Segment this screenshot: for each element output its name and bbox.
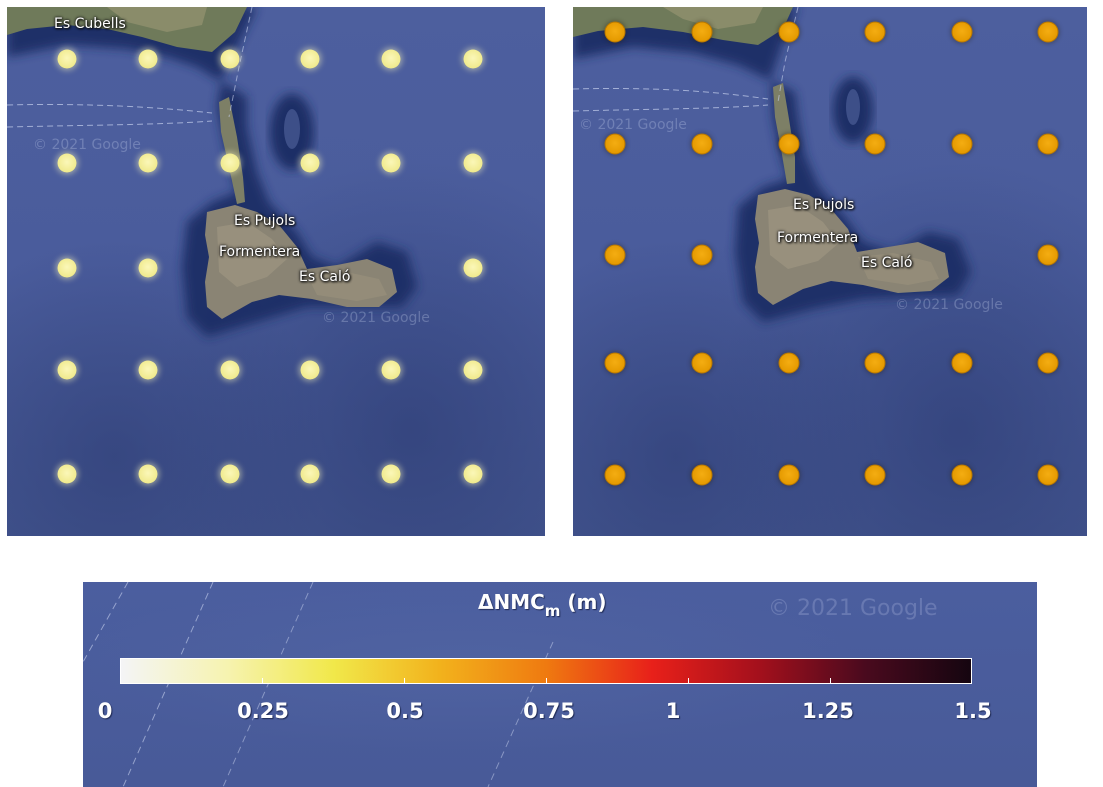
data-point-marker[interactable]: [300, 464, 320, 484]
colorbar-tick-label: 1: [665, 699, 681, 723]
legend-title-unit: (m): [567, 590, 607, 614]
map-watermark: © 2021 Google: [579, 117, 687, 133]
data-point-marker[interactable]: [300, 360, 320, 380]
label-es-cubells: Es Cubells: [54, 16, 126, 32]
colorbar-tick-label: 0: [97, 699, 113, 723]
label-formentera: Formentera: [777, 230, 859, 246]
data-point-marker[interactable]: [138, 464, 158, 484]
colorbar-tick-mark: [546, 678, 547, 684]
data-point-marker[interactable]: [951, 133, 973, 155]
map-watermark: © 2021 Google: [895, 297, 1003, 313]
data-point-marker[interactable]: [778, 21, 800, 43]
data-point-marker[interactable]: [691, 244, 713, 266]
data-point-marker[interactable]: [300, 153, 320, 173]
data-point-marker[interactable]: [864, 21, 886, 43]
colorbar-tick-mark: [688, 678, 689, 684]
label-es-pujols: Es Pujols: [234, 213, 296, 229]
data-point-marker[interactable]: [691, 464, 713, 486]
data-point-marker[interactable]: [463, 360, 483, 380]
colorbar-tick-label: 0.75: [523, 699, 575, 723]
map-watermark: © 2021 Google: [322, 310, 430, 326]
data-point-marker[interactable]: [57, 153, 77, 173]
data-point-marker[interactable]: [604, 464, 626, 486]
colorbar-tick-label: 1.5: [954, 699, 992, 723]
data-point-marker[interactable]: [864, 464, 886, 486]
colorbar-tick-label: 1.25: [802, 699, 854, 723]
data-point-marker[interactable]: [778, 352, 800, 374]
data-point-marker[interactable]: [138, 153, 158, 173]
data-point-marker[interactable]: [381, 464, 401, 484]
data-point-marker[interactable]: [57, 49, 77, 69]
data-point-marker[interactable]: [778, 133, 800, 155]
data-point-marker[interactable]: [951, 352, 973, 374]
data-point-marker[interactable]: [463, 464, 483, 484]
data-point-marker[interactable]: [57, 258, 77, 278]
data-point-marker[interactable]: [300, 49, 320, 69]
data-point-marker[interactable]: [381, 153, 401, 173]
data-point-marker[interactable]: [57, 360, 77, 380]
data-point-marker[interactable]: [951, 21, 973, 43]
legend-title: ΔNMCm (m): [478, 590, 607, 620]
data-point-marker[interactable]: [220, 153, 240, 173]
data-point-marker[interactable]: [138, 258, 158, 278]
label-es-calo: Es Caló: [861, 255, 913, 271]
map-panel-right[interactable]: © 2021 Google © 2021 Google Es Pujols Fo…: [573, 7, 1087, 536]
label-es-calo: Es Caló: [299, 269, 351, 285]
data-point-marker[interactable]: [138, 49, 158, 69]
label-formentera: Formentera: [219, 244, 301, 260]
data-point-marker[interactable]: [1037, 244, 1059, 266]
data-point-marker[interactable]: [864, 133, 886, 155]
data-point-marker[interactable]: [463, 258, 483, 278]
colorbar-tick-label: 0.25: [237, 699, 289, 723]
data-point-marker[interactable]: [778, 464, 800, 486]
data-point-marker[interactable]: [1037, 464, 1059, 486]
coastline-left: [7, 7, 417, 337]
legend-watermark: © 2021 Google: [768, 596, 938, 621]
data-point-marker[interactable]: [604, 21, 626, 43]
map-panel-left[interactable]: © 2021 Google © 2021 Google Es Cubells E…: [7, 7, 545, 536]
colorbar-tick-mark: [404, 678, 405, 684]
colorbar-tick-mark: [262, 678, 263, 684]
data-point-marker[interactable]: [691, 21, 713, 43]
data-point-marker[interactable]: [1037, 352, 1059, 374]
data-point-marker[interactable]: [691, 133, 713, 155]
coastline-right: [573, 7, 971, 322]
data-point-marker[interactable]: [220, 464, 240, 484]
data-point-marker[interactable]: [604, 244, 626, 266]
legend-title-subscript: m: [544, 602, 561, 620]
data-point-marker[interactable]: [381, 360, 401, 380]
data-point-marker[interactable]: [463, 153, 483, 173]
data-point-marker[interactable]: [57, 464, 77, 484]
colorbar-tick-label: 0.5: [386, 699, 424, 723]
data-point-marker[interactable]: [604, 133, 626, 155]
legend-panel: © 2021 Google ΔNMCm (m) 0 0.25 0.5 0.75 1 1.2…: [83, 582, 1037, 787]
colorbar-tick-mark: [830, 678, 831, 684]
legend-title-main: ΔNMC: [478, 590, 545, 614]
data-point-marker[interactable]: [864, 352, 886, 374]
data-point-marker[interactable]: [220, 360, 240, 380]
data-point-marker[interactable]: [381, 49, 401, 69]
label-es-pujols: Es Pujols: [793, 197, 855, 213]
map-watermark: © 2021 Google: [33, 137, 141, 153]
data-point-marker[interactable]: [463, 49, 483, 69]
data-point-marker[interactable]: [951, 464, 973, 486]
data-point-marker[interactable]: [1037, 133, 1059, 155]
data-point-marker[interactable]: [691, 352, 713, 374]
data-point-marker[interactable]: [220, 49, 240, 69]
data-point-marker[interactable]: [138, 360, 158, 380]
data-point-marker[interactable]: [1037, 21, 1059, 43]
data-point-marker[interactable]: [604, 352, 626, 374]
